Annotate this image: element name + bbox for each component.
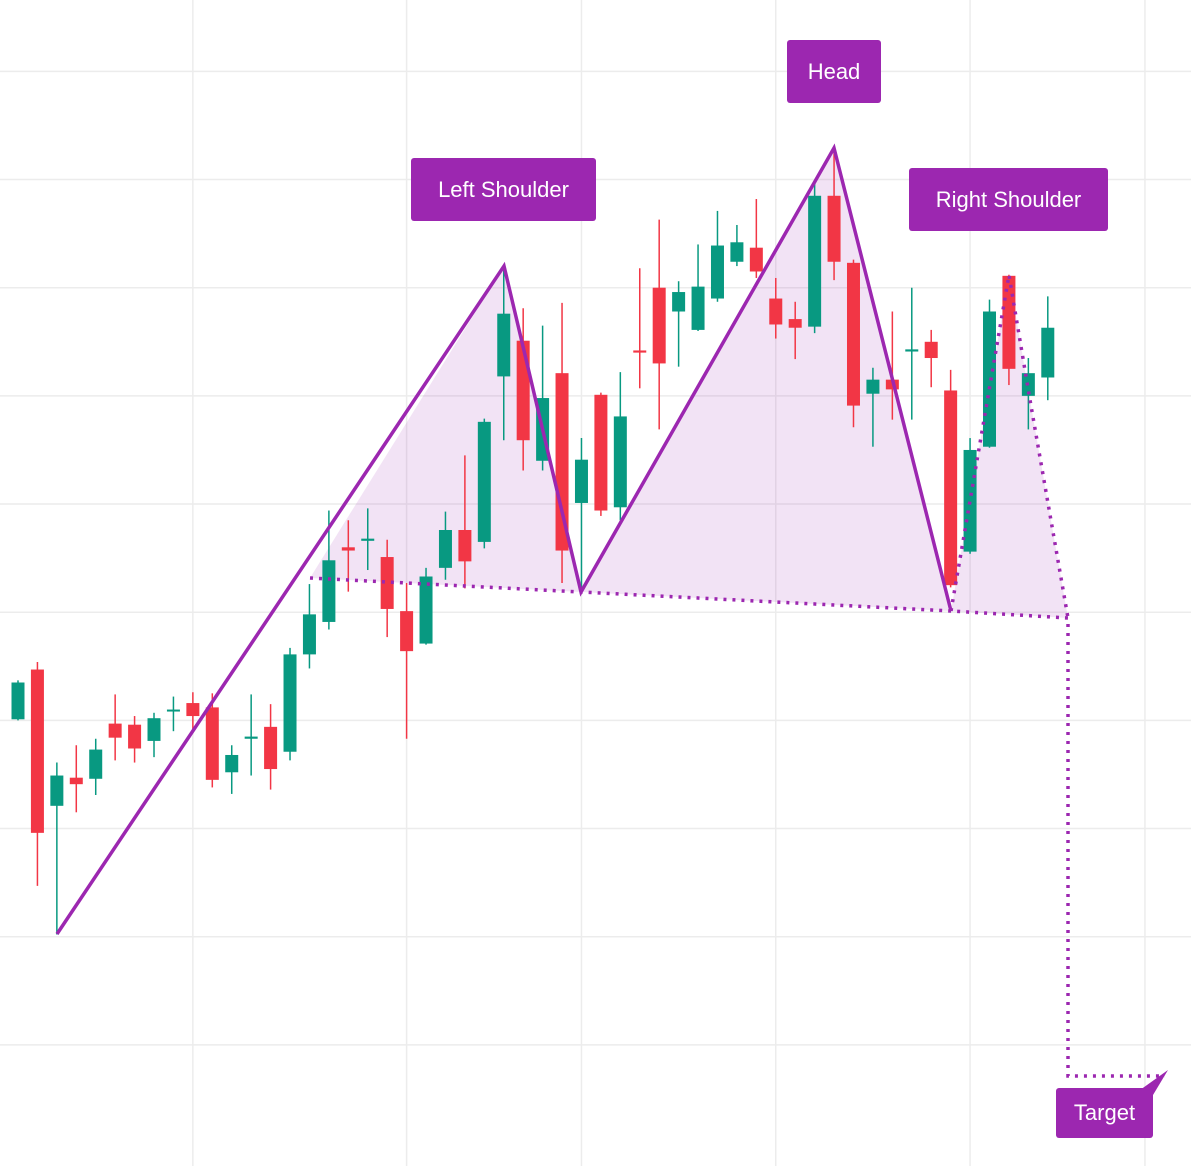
candle-body — [147, 718, 161, 741]
candle-body — [361, 538, 375, 541]
label-left-shoulder: Left Shoulder — [411, 158, 596, 221]
candle-body — [672, 292, 686, 312]
label-right-shoulder: Right Shoulder — [909, 168, 1108, 231]
candle-body — [11, 682, 25, 720]
candle-body — [283, 654, 297, 752]
candle-body — [691, 286, 705, 330]
candle-body — [438, 530, 452, 568]
candle-body — [69, 777, 83, 785]
candle-body — [400, 611, 414, 652]
candle-body — [730, 242, 744, 262]
candle-body — [710, 245, 724, 299]
candle-body — [788, 319, 802, 328]
right-shoulder-area — [951, 275, 1068, 618]
candle-body — [186, 703, 200, 717]
candle-body — [944, 390, 958, 586]
candle-body — [166, 709, 180, 712]
candle-body — [322, 560, 336, 622]
candle-body — [108, 723, 122, 738]
neckline — [309, 576, 1165, 1078]
candle-body — [30, 669, 44, 833]
candle-body — [924, 341, 938, 359]
candle-body — [905, 349, 919, 352]
pattern-lines — [55, 143, 1168, 1100]
candle-body — [652, 287, 666, 364]
head-area — [581, 148, 951, 611]
candle-body — [866, 379, 880, 394]
candle-body — [205, 707, 219, 780]
candle-body — [225, 754, 239, 773]
candle-body — [846, 262, 860, 406]
candle-body — [341, 547, 355, 551]
candle-body — [613, 416, 627, 508]
candle-body — [497, 313, 511, 377]
candle-body — [555, 373, 569, 551]
right-shoulder-line — [949, 274, 1070, 619]
candle-body — [633, 350, 647, 353]
candle-body — [264, 726, 278, 770]
candle-body — [1002, 275, 1016, 369]
candle-body — [128, 724, 142, 749]
candle-body — [458, 530, 472, 562]
candle-body — [89, 749, 103, 779]
label-target: Target — [1056, 1088, 1153, 1138]
candle-body — [380, 557, 394, 609]
candle-body — [419, 576, 433, 644]
label-head: Head — [787, 40, 881, 103]
candle-body — [477, 421, 491, 542]
candle-body — [749, 247, 763, 272]
left-shoulder-area — [310, 266, 581, 592]
candle-body — [302, 614, 316, 655]
candle-body — [1041, 327, 1055, 378]
candle-body — [769, 298, 783, 325]
candle-body — [594, 394, 608, 511]
candle-body — [574, 459, 588, 503]
candle-body — [516, 340, 530, 441]
candle-body — [808, 195, 822, 327]
candle-body — [963, 449, 977, 552]
candle-body — [50, 775, 64, 806]
candle-body — [827, 195, 841, 262]
candle-body — [244, 736, 258, 739]
